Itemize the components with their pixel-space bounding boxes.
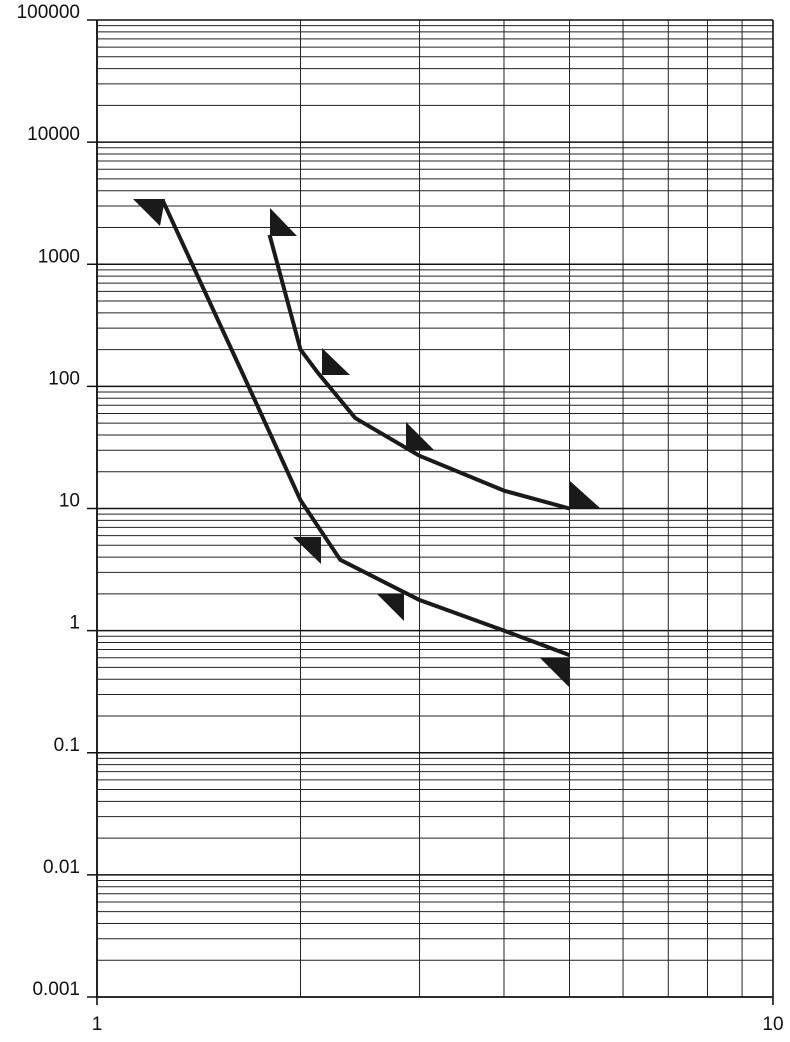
y-tick-label: 0.001 bbox=[32, 979, 80, 1000]
arrow-head bbox=[133, 199, 165, 226]
lines bbox=[160, 199, 571, 658]
y-tick-label: 0.1 bbox=[54, 735, 80, 756]
x-tick-label: 10 bbox=[762, 1014, 783, 1035]
x-tick-label: 1 bbox=[92, 1014, 103, 1035]
data-line bbox=[160, 199, 571, 658]
data-line bbox=[267, 234, 571, 511]
y-tick-label: 1000 bbox=[38, 246, 80, 267]
y-tick-label: 100 bbox=[48, 368, 80, 389]
y-tick-label: 100000 bbox=[17, 2, 80, 23]
y-tick-label: 0.01 bbox=[43, 857, 80, 878]
arrow-heads bbox=[133, 199, 600, 687]
y-tick-label: 10 bbox=[59, 491, 80, 512]
arrow-head bbox=[377, 594, 404, 621]
y-tick-label: 10000 bbox=[27, 124, 80, 145]
arrow-head bbox=[270, 208, 297, 236]
arrow-head bbox=[406, 422, 434, 450]
grid bbox=[87, 19, 774, 1005]
arrow-head bbox=[540, 658, 569, 687]
arrow-head bbox=[293, 537, 321, 564]
y-tick-label: 1 bbox=[69, 613, 80, 634]
arrow-head bbox=[322, 348, 350, 375]
arrow-head bbox=[570, 481, 600, 508]
